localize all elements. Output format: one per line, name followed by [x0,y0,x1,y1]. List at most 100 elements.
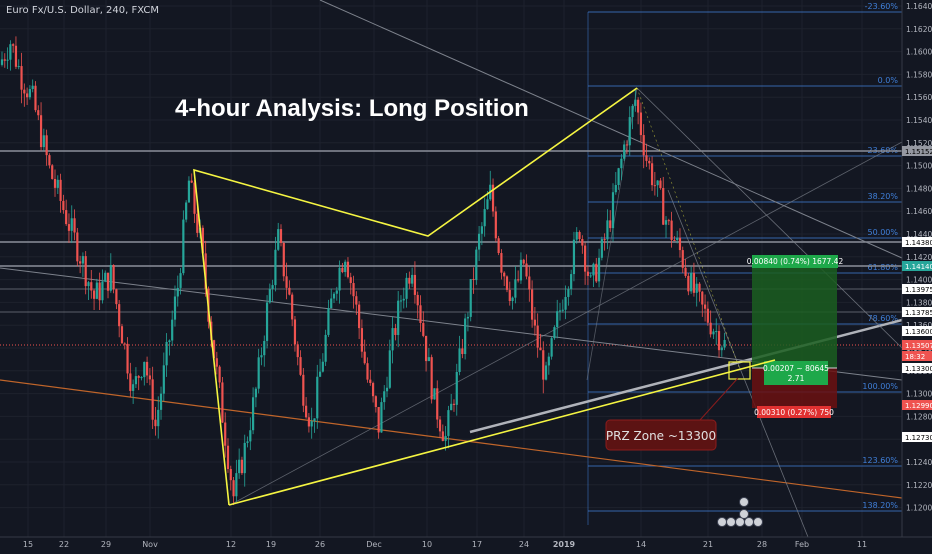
x-tick-label: 15 [23,540,33,549]
x-tick-label: Feb [795,540,809,549]
event-marker [726,517,736,527]
candle-body [238,459,241,474]
candle-body [550,338,553,357]
candle-body [645,155,648,161]
event-markers[interactable] [717,497,763,527]
candle-body [115,289,118,305]
candle-body [224,422,227,446]
pattern-xabc [193,87,638,506]
callout-text: PRZ Zone ~13300 [606,429,716,443]
harmonic-pattern [193,87,776,506]
candle-body [229,468,232,481]
candle-body [296,344,299,358]
candle-body [720,347,723,351]
fib-level-label: -23.60% [865,2,899,11]
price-badge-label: 1.13300 [905,365,932,373]
candle-body [519,259,523,281]
long-position-tool[interactable]: 0.00840 (0.74%) 1677.42 0.00207 ~ 806452.… [747,255,844,418]
x-tick-label: 17 [472,540,482,549]
candle-body [360,328,364,352]
candle-body [670,220,673,240]
candle-body [628,117,631,146]
candle-body [394,328,397,335]
callout-pointer [699,377,739,421]
y-tick-label: 1.14000 [906,276,932,285]
candle-body [522,259,525,264]
candle-body [151,379,154,420]
candle-body [681,250,684,268]
candle-body [634,99,637,106]
x-tick-label: 11 [857,540,867,549]
candle-body [717,331,721,351]
price-badge-label: 1.15152 [905,148,932,156]
candle-body [45,135,48,156]
candle-body [517,279,520,281]
candle-body [48,155,51,166]
price-badge [902,261,932,271]
candle-body [695,283,698,293]
candle-body [185,202,188,220]
candle-body [243,442,246,474]
candle-body [452,403,456,405]
candle-body [676,237,679,241]
candle-body [600,239,603,258]
candle-body [595,263,598,282]
candle-body [413,274,417,295]
candle-body [101,281,104,301]
candle-body [625,144,629,146]
price-badge [902,326,932,336]
candle-body [268,288,271,303]
candle-body [330,298,333,309]
candle-body [678,237,682,251]
candle-body [344,261,347,273]
candle-body [17,66,20,68]
entry-label-1: 0.00207 ~ 80645 [763,364,829,373]
candle-body [249,430,252,442]
time-axis[interactable]: 15 22 29 Nov 12 19 26 Dec 10 17 24 2019 14 21 28 Feb 11 [0,536,932,550]
y-tick-label: 1.14400 [906,230,932,239]
candle-body [252,397,255,431]
candle-body [34,85,37,111]
candle-body [592,263,595,276]
candle-body [464,318,467,355]
y-tick-label: 1.16200 [906,25,932,34]
candle-body [539,347,542,351]
candle-body [274,249,277,286]
pattern-xd [228,359,776,506]
candle-body [346,261,350,278]
candle-body [28,89,31,98]
candle-body [59,179,62,201]
candle-body [12,44,15,46]
candle-body [511,297,514,302]
y-tick-label: 1.13800 [906,298,932,307]
price-axis[interactable]: 1.16400 1.16200 1.16000 1.15800 1.15600 1.154… [901,0,932,537]
candle-body [265,302,269,341]
candle-body [508,289,511,302]
candle-body [260,355,263,358]
thin-line [0,267,903,381]
candle-body [179,273,182,288]
candle-body [706,308,709,323]
x-tick-label: 26 [315,540,325,549]
candle-body [226,445,230,469]
candle-body [371,383,375,397]
candle-body [3,59,6,61]
x-tick-label: 2019 [553,540,576,549]
candle-body [664,220,668,225]
price-badge [902,307,932,317]
chart-title: 4-hour Analysis: Long Position [175,95,529,122]
candle-body [271,285,274,289]
candle-body [433,388,436,400]
candle-body [212,340,216,359]
y-tick-label: 1.14600 [906,207,932,216]
candle-body [611,192,615,229]
price-badge [902,432,932,442]
y-tick-label: 1.15000 [906,162,932,171]
candle-body [221,382,224,423]
candle-body [143,361,146,378]
price-badge [902,363,932,373]
candle-body [109,265,112,291]
candle-body [444,435,447,441]
